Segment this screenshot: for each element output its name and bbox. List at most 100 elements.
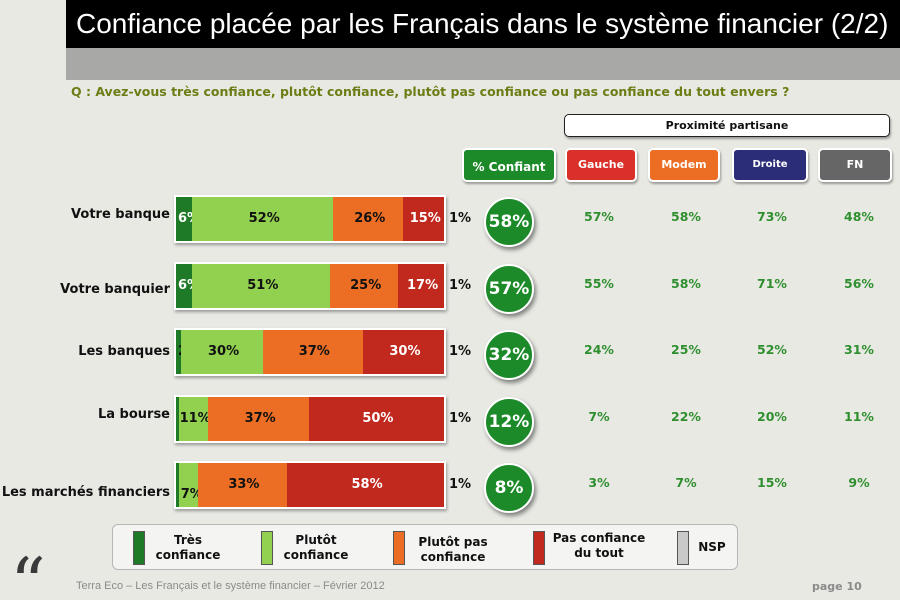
gauche-header: Gauche	[565, 148, 637, 182]
category-label: Les marchés financiers	[1, 485, 170, 500]
bar-value-label: 50%	[362, 410, 394, 426]
party-value-fn: 48%	[844, 209, 874, 224]
bar-value-label: 58%	[351, 477, 383, 492]
chart-row: Votre banquier 6% 51% 25% 17% 1% 57% 55% 58% 71% 5…	[0, 252, 900, 314]
bar-value-label: 37%	[244, 410, 276, 426]
bar-frame: 6% 51% 25% 17%	[174, 261, 446, 310]
bar-value-label: 7%	[180, 487, 203, 502]
party-value-fn: 31%	[844, 342, 874, 357]
bar-segment	[192, 263, 331, 308]
legend-swatch-tres-confiance	[133, 531, 145, 565]
party-value-fn: 56%	[844, 275, 874, 291]
bar-value-label: 26%	[354, 211, 386, 226]
legend-label-tres-confiance: Très confiance	[155, 533, 221, 562]
party-value-gauche: 3%	[588, 475, 610, 490]
party-value-modem: 58%	[671, 275, 701, 291]
legend-label-pas-confiance: Pas confiance du tout	[552, 531, 646, 560]
party-value-gauche: 57%	[584, 209, 614, 224]
party-value-modem: 7%	[675, 475, 697, 490]
party-value-droite: 73%	[757, 209, 787, 224]
party-value-droite: 71%	[757, 275, 787, 291]
bar-frame: 1%11%37%50%	[174, 394, 446, 443]
confiant-circle: 58%	[484, 197, 534, 247]
bar-segment	[178, 396, 209, 441]
confiant-circle: 57%	[484, 263, 534, 314]
bar-segment	[308, 396, 444, 441]
category-label: Votre banque	[71, 207, 170, 222]
legend-swatch-plutot-confiance	[261, 531, 273, 565]
party-value-modem: 22%	[671, 408, 701, 424]
bar-frame: 1%7%33%58%	[174, 461, 446, 509]
nsp-value-label: 1%	[449, 277, 472, 293]
legend-label-plutot-pas-confiance: Plutôt pas confiance	[418, 535, 488, 564]
category-label: La bourse	[97, 406, 170, 422]
footer-text: Terra Eco – Les Français et le système f…	[76, 580, 385, 592]
confiant-circle: 12%	[484, 396, 534, 447]
page-title: Confiance placée par les Français dans l…	[66, 0, 900, 48]
party-value-droite: 15%	[757, 475, 787, 490]
modem-header: Modem	[648, 148, 720, 182]
bar-segment	[403, 197, 444, 241]
nsp-value-label: 1%	[449, 410, 472, 426]
title-underbar	[66, 48, 900, 80]
party-value-fn: 11%	[844, 408, 874, 424]
nsp-value-label: 1%	[449, 344, 472, 359]
bar-segment	[181, 330, 263, 374]
chart-row: Les banques2%30%37%30%1%32%24%25%52%31%	[0, 318, 900, 380]
legend-label-plutot-confiance: Plutôt confiance	[283, 533, 349, 562]
bar-value-label: 33%	[228, 477, 260, 492]
bar-segment	[178, 463, 198, 507]
quote-mark-logo: “	[10, 543, 46, 600]
chart-row: Votre banque 6% 52% 26% 15% 1% 58% 57% 58% 73% 48%	[0, 185, 900, 247]
bar-value-label: 30%	[389, 344, 421, 359]
bar-segment	[192, 197, 333, 241]
bar-frame: 6% 52% 26% 15%	[174, 195, 446, 243]
bar-segment	[176, 396, 179, 441]
bar-segment	[176, 263, 193, 308]
confiant-header: % Confiant	[462, 148, 556, 182]
party-value-droite: 52%	[757, 342, 787, 357]
confiant-circle: 8%	[484, 463, 534, 513]
bar-value-label: 52%	[248, 211, 280, 226]
bar-segment	[362, 330, 444, 374]
bar-segment	[286, 463, 444, 507]
bar-value-label: 17%	[406, 277, 439, 293]
bar-segment	[397, 263, 444, 308]
legend-swatch-pas-confiance	[533, 531, 545, 565]
bar-segment	[197, 463, 287, 507]
party-value-gauche: 7%	[588, 408, 610, 424]
bar-value-label: 15%	[409, 211, 441, 226]
bar-value-label: 51%	[247, 277, 279, 293]
bar-value-label: 11%	[179, 410, 211, 426]
bar-frame: 2%30%37%30%	[174, 328, 446, 376]
proximity-header: Proximité partisane	[564, 114, 890, 137]
party-value-gauche: 55%	[584, 275, 614, 291]
party-value-gauche: 24%	[584, 342, 614, 357]
chart-row: Les marchés financiers1%7%33%58%1%8%3%7%…	[0, 451, 900, 513]
droite-header: Droite	[732, 148, 808, 182]
bar-segment	[176, 197, 193, 241]
legend-swatch-plutot-pas-confiance	[393, 531, 405, 565]
stacked-bar-chart: Votre banque 6% 52% 26% 15% 1% 58% 57% 58% 73% 48%…	[0, 185, 900, 525]
bar-value-label: 37%	[298, 344, 330, 359]
bar-segment	[262, 330, 363, 374]
bar-value-label: 25%	[350, 277, 382, 293]
bar-segment	[176, 463, 179, 507]
confiant-circle: 32%	[484, 330, 534, 380]
party-value-modem: 58%	[671, 209, 701, 224]
category-label: Les banques	[78, 344, 170, 359]
nsp-value-label: 1%	[449, 477, 472, 492]
bar-segment	[330, 263, 398, 308]
fn-header: FN	[818, 148, 892, 182]
legend: Très confiance Plutôt confiance Plutôt p…	[112, 524, 738, 570]
legend-label-nsp: NSP	[698, 540, 726, 554]
bar-segment	[333, 197, 404, 241]
bar-segment	[208, 396, 309, 441]
party-value-fn: 9%	[848, 475, 870, 490]
party-value-modem: 25%	[671, 342, 701, 357]
legend-swatch-nsp	[677, 531, 689, 565]
bar-value-label: 30%	[208, 344, 240, 359]
page-number: page 10	[812, 580, 862, 593]
party-value-droite: 20%	[757, 408, 787, 424]
